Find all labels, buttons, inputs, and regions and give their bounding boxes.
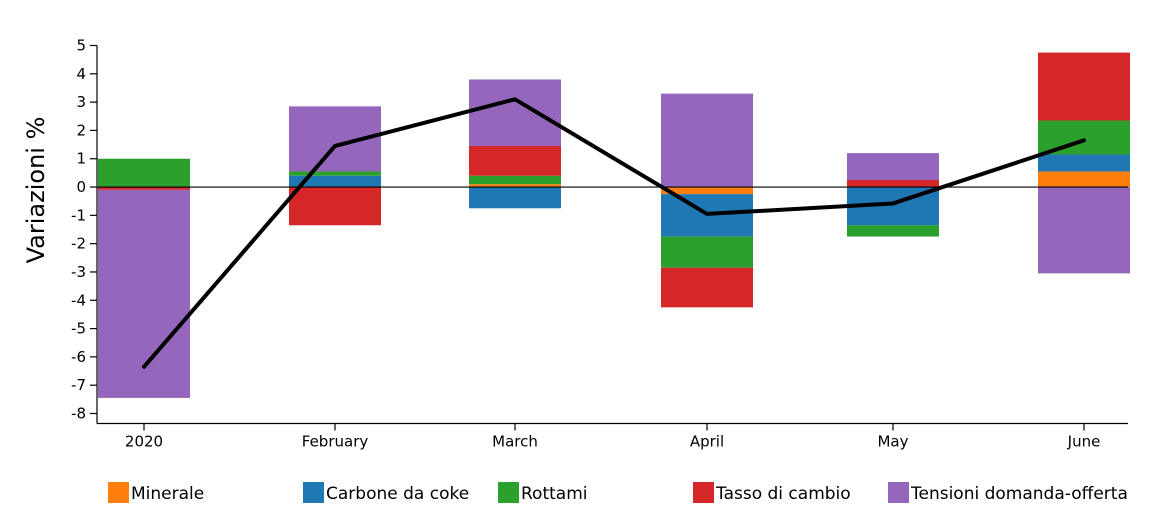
bar-segment-5-3 [469,79,561,146]
y-tick-label: -8 [71,405,86,423]
bar-segment-4-1 [98,187,190,190]
bar-segment-3-3 [469,175,561,185]
x-tick-label: April [690,433,724,451]
legend-label: Minerale [131,484,204,504]
bar-segment-1-4 [661,187,753,195]
bar-segment-2-2 [289,175,381,188]
bar-segment-4-2 [289,187,381,226]
trend-line-layer [142,97,1086,369]
legend: Minerale Carbone da coke Rottami Tasso di c… [108,482,1128,504]
y-tick-label: 3 [76,93,86,111]
y-tick-label: -6 [71,348,86,366]
x-tick-label: February [302,433,369,451]
y-tick-label: 2 [76,121,86,139]
legend-label: Carbone da coke [326,484,469,504]
bar-segment-3-5 [847,225,939,237]
bar-segment-3-1 [98,158,190,188]
y-tick-label: 5 [76,37,86,55]
y-tick-label: -7 [71,376,86,394]
legend-label: Rottami [521,484,587,504]
y-tick-label: -5 [71,320,86,338]
legend-swatch [303,482,324,503]
y-axis-title: Variazioni % [22,117,50,264]
bar-segment-3-2 [289,171,381,176]
axes-layer: 5 4 3 2 1 0 -1 -2 -3 -4 -5 -6 -7 -8 2020 February March A… [71,37,1128,451]
bars-layer [98,52,1130,398]
bar-segment-4-6 [1038,52,1130,121]
legend-item-4: Tasso di cambio [693,482,851,504]
y-tick-label: -3 [71,263,86,281]
legend-item-1: Minerale [108,482,204,504]
legend-swatch [498,482,519,503]
legend-label: Tensioni domanda-offerta [910,484,1128,504]
bar-segment-1-6 [1038,171,1130,188]
legend-label: Tasso di cambio [715,484,851,504]
trend-line [142,97,1086,369]
legend-item-2: Carbone da coke [303,482,469,504]
bar-segment-5-4 [661,93,753,188]
x-tick-label: June [1067,433,1101,451]
y-tick-label: -4 [71,291,86,309]
x-tick-label: May [877,433,908,451]
x-tick-label: March [492,433,538,451]
y-tick-label: -2 [71,235,86,253]
bar-segment-2-3 [469,187,561,209]
bar-segment-1-3 [469,184,561,188]
bar-segment-4-5 [847,179,939,188]
bar-segment-2-6 [1038,154,1130,172]
x-tick-label: 2020 [125,433,163,451]
y-tick-label: -1 [71,206,86,224]
legend-item-3: Rottami [498,482,587,504]
y-tick-label: 4 [76,65,86,83]
bar-segment-3-4 [661,236,753,268]
bar-segment-4-4 [661,267,753,308]
legend-item-5: Tensioni domanda-offerta [888,482,1128,504]
y-tick-label: 1 [76,150,86,168]
legend-swatch [888,482,909,503]
bar-segment-5-1 [98,189,190,398]
bar-segment-5-6 [1038,187,1130,274]
bar-segment-4-3 [469,145,561,176]
y-tick-label: 0 [76,178,86,196]
bar-segment-5-5 [847,153,939,180]
legend-swatch [693,482,714,503]
legend-swatch [108,482,129,503]
